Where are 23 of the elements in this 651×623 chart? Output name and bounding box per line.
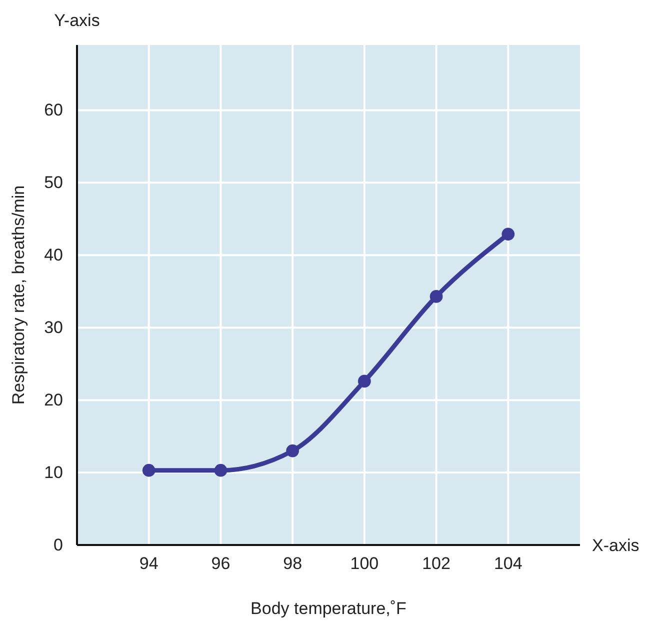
- text: X-axis: [592, 536, 640, 555]
- y-tick-label: 50: [44, 173, 63, 192]
- point: [358, 374, 371, 388]
- x-tick-label: 102: [422, 554, 450, 574]
- x-tick-label: 98: [283, 554, 302, 574]
- x-tick-label: 96: [211, 554, 230, 574]
- x-tick-label: 100: [350, 554, 379, 574]
- point: [214, 464, 228, 477]
- x-tick-label: 104: [494, 554, 522, 574]
- y-tick-label: 60: [44, 100, 63, 120]
- point: [502, 228, 515, 241]
- x-axis-title: Body temperature,˚F: [250, 599, 406, 618]
- point: [142, 464, 156, 477]
- point: [430, 290, 443, 303]
- y-axis-title: Respiratory rate, breaths/min: [9, 185, 28, 405]
- text: Y-axis: [54, 11, 100, 30]
- y-tick-label: 40: [44, 246, 63, 265]
- x-tick-label: 94: [139, 554, 158, 574]
- y-tick-label: 10: [44, 462, 63, 482]
- y-tick-label: 30: [44, 318, 63, 338]
- point: [286, 444, 300, 458]
- y-tick-label: 0: [54, 535, 63, 554]
- y-tick-label: 20: [44, 390, 63, 410]
